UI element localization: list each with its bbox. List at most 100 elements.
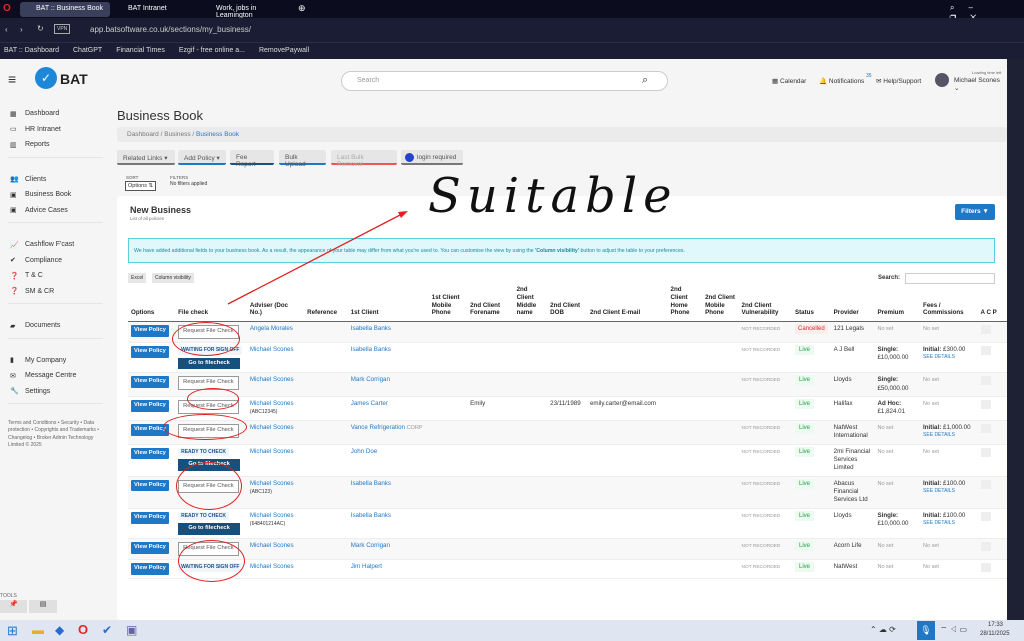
notifications-link[interactable]: 🔔 Notifications [819,78,865,85]
bat-logo-icon[interactable]: ✓ [35,67,57,89]
tab-bat-intranet[interactable]: BAT Intranet [128,5,167,12]
bulk-upload-button[interactable]: Bulk Upload [279,150,326,168]
adviser-link[interactable]: Angela Morales [249,325,293,332]
vpn-badge[interactable]: VPN [54,24,71,34]
column-header[interactable]: A C P [977,284,1007,322]
see-details-link[interactable]: SEE DETAILS [923,487,955,494]
tab-business-book[interactable]: BAT :: Business Book [20,2,110,17]
search-icon[interactable]: ⌕ [642,74,649,86]
column-header[interactable]: 2nd Client Vulnerability [738,284,792,322]
sidebar-item-my-company[interactable]: ▮ My Company [10,355,66,366]
clock-time[interactable]: 17:33 [988,622,1004,628]
fee-report-button[interactable]: Fee Report [230,150,274,168]
column-header[interactable]: 2nd Client Home Phone [667,284,703,322]
sidebar-item-advice-cases[interactable]: ▣ Advice Cases [10,205,68,216]
client-link[interactable]: Isabella Banks [350,345,391,353]
excel-button[interactable]: Excel [128,273,147,283]
see-details-link[interactable]: SEE DETAILS [923,354,955,361]
adviser-link[interactable]: Michael Scones [249,400,294,408]
client-link[interactable]: Vance Refrigeration [350,423,405,431]
clock-date[interactable]: 28/11/2025 [980,631,1010,637]
see-details-link[interactable]: SEE DETAILS [923,520,955,527]
view-policy-button[interactable]: View Policy [131,563,169,575]
outlook-icon[interactable]: ◆ [55,623,65,637]
sidebar-item-clients[interactable]: 👥 Clients [10,174,46,185]
bookmark-item[interactable]: ChatGPT [73,47,103,54]
view-policy-button[interactable]: View Policy [131,511,169,524]
column-header[interactable]: Premium [874,284,921,322]
view-policy-button[interactable]: View Policy [131,447,169,460]
column-header[interactable]: 2nd Client Mobile Phone [702,284,739,322]
file-explorer-icon[interactable]: ▬ [32,623,44,637]
avatar[interactable] [935,73,949,87]
related-links-button[interactable]: Related Links ▾ [117,150,175,165]
breadcrumb-dashboard[interactable]: Dashboard [127,131,159,138]
sidebar-item-documents[interactable]: ▰ Documents [10,320,60,331]
column-header[interactable]: Status [791,284,831,322]
column-header[interactable]: File check [175,284,247,322]
sidebar-item-message-centre[interactable]: ✉ Message Centre [10,370,76,381]
bookmark-item[interactable]: BAT :: Dashboard [4,47,59,54]
new-tab-icon[interactable]: ⊕ [298,3,306,13]
view-policy-button[interactable]: View Policy [131,325,169,337]
sidebar-item-compliance[interactable]: ✔ Compliance [10,255,62,266]
sidebar-item-t-c[interactable]: ❓ T & C [10,270,43,281]
client-link[interactable]: James Carter [350,400,388,408]
reload-icon[interactable]: ↻ [37,24,44,33]
column-header[interactable]: 2nd Client DOB [547,284,587,322]
sidebar-item-reports[interactable]: ▥ Reports [10,139,50,150]
back-icon[interactable]: ‹ [5,25,8,34]
adviser-link[interactable]: Michael Scones [249,345,294,353]
adviser-link[interactable]: Michael Scones [249,376,294,384]
view-policy-button[interactable]: View Policy [131,542,169,555]
microphone-icon[interactable]: 🎙 [917,621,935,640]
client-link[interactable]: Mark Corrigan [350,376,390,384]
opera-icon[interactable]: O [78,622,89,637]
login-required-button[interactable]: login required [401,150,463,165]
adviser-link[interactable]: Michael Scones [249,542,294,550]
client-link[interactable]: Isabella Banks [350,511,391,519]
column-header[interactable]: Reference [304,284,348,322]
window-controls[interactable]: ⌕–❐✕ [950,3,987,22]
sidebar-item-dashboard[interactable]: ▦ Dashboard [10,108,59,119]
bookmark-item[interactable]: RemovePaywall [258,47,310,54]
client-link[interactable]: Jim Halpert [350,563,383,571]
view-policy-button[interactable]: View Policy [131,376,169,389]
last-bulk-removal-button[interactable]: Last Bulk Removal [331,150,397,168]
go-to-filecheck-button[interactable]: Go to filecheck [178,357,241,370]
column-header[interactable]: 1st Client Mobile Phone [428,284,468,322]
adviser-link[interactable]: Michael Scones [249,423,294,431]
page-scrollbar[interactable] [1007,59,1024,620]
bookmark-item[interactable]: Financial Times [116,47,165,54]
opera-logo-icon[interactable]: O [3,3,11,14]
forward-icon[interactable]: › [20,25,23,34]
windows-start-icon[interactable]: ⊞ [7,623,18,638]
view-policy-button[interactable]: View Policy [131,345,169,358]
sidebar-item-settings[interactable]: 🔧 Settings [10,386,50,397]
tab-jobs[interactable]: Work, jobs in Leamington [216,5,257,19]
teams-icon[interactable]: ▣ [126,623,138,637]
client-link[interactable]: Mark Corrigan [350,542,390,550]
column-header[interactable]: 2nd Client Middle name [513,284,548,322]
filters-button[interactable]: Filters ▼ [955,204,995,220]
search-input[interactable]: Search ⌕ [341,71,668,91]
add-policy-button[interactable]: Add Policy ▾ [178,150,226,165]
column-header[interactable]: Options [128,284,176,322]
adviser-link[interactable]: Michael Scones [249,563,294,571]
go-to-filecheck-button[interactable]: Go to filecheck [178,523,241,536]
view-policy-button[interactable]: View Policy [131,479,169,492]
calendar-link[interactable]: ▦ Calendar [772,78,807,85]
adviser-link[interactable]: Michael Scones [249,511,294,519]
sidebar-item-business-book[interactable]: ▣ Business Book [10,189,71,200]
system-tray-icons[interactable]: ⌃ ☁ ⟳ [870,625,896,634]
client-link[interactable]: Isabella Banks [350,479,391,487]
see-details-link[interactable]: SEE DETAILS [923,432,955,439]
column-header[interactable]: Fees / Commissions [920,284,978,322]
sort-select[interactable]: Options ⇅ [125,181,157,191]
column-header[interactable]: 1st Client [347,284,429,322]
column-visibility-button[interactable]: Column visibility [152,273,194,283]
view-policy-button[interactable]: View Policy [131,400,169,412]
client-link[interactable]: Isabella Banks [350,325,391,332]
column-header[interactable]: Adviser (Doc No.) [246,284,305,322]
pin-icon[interactable]: 📌 [0,600,27,613]
